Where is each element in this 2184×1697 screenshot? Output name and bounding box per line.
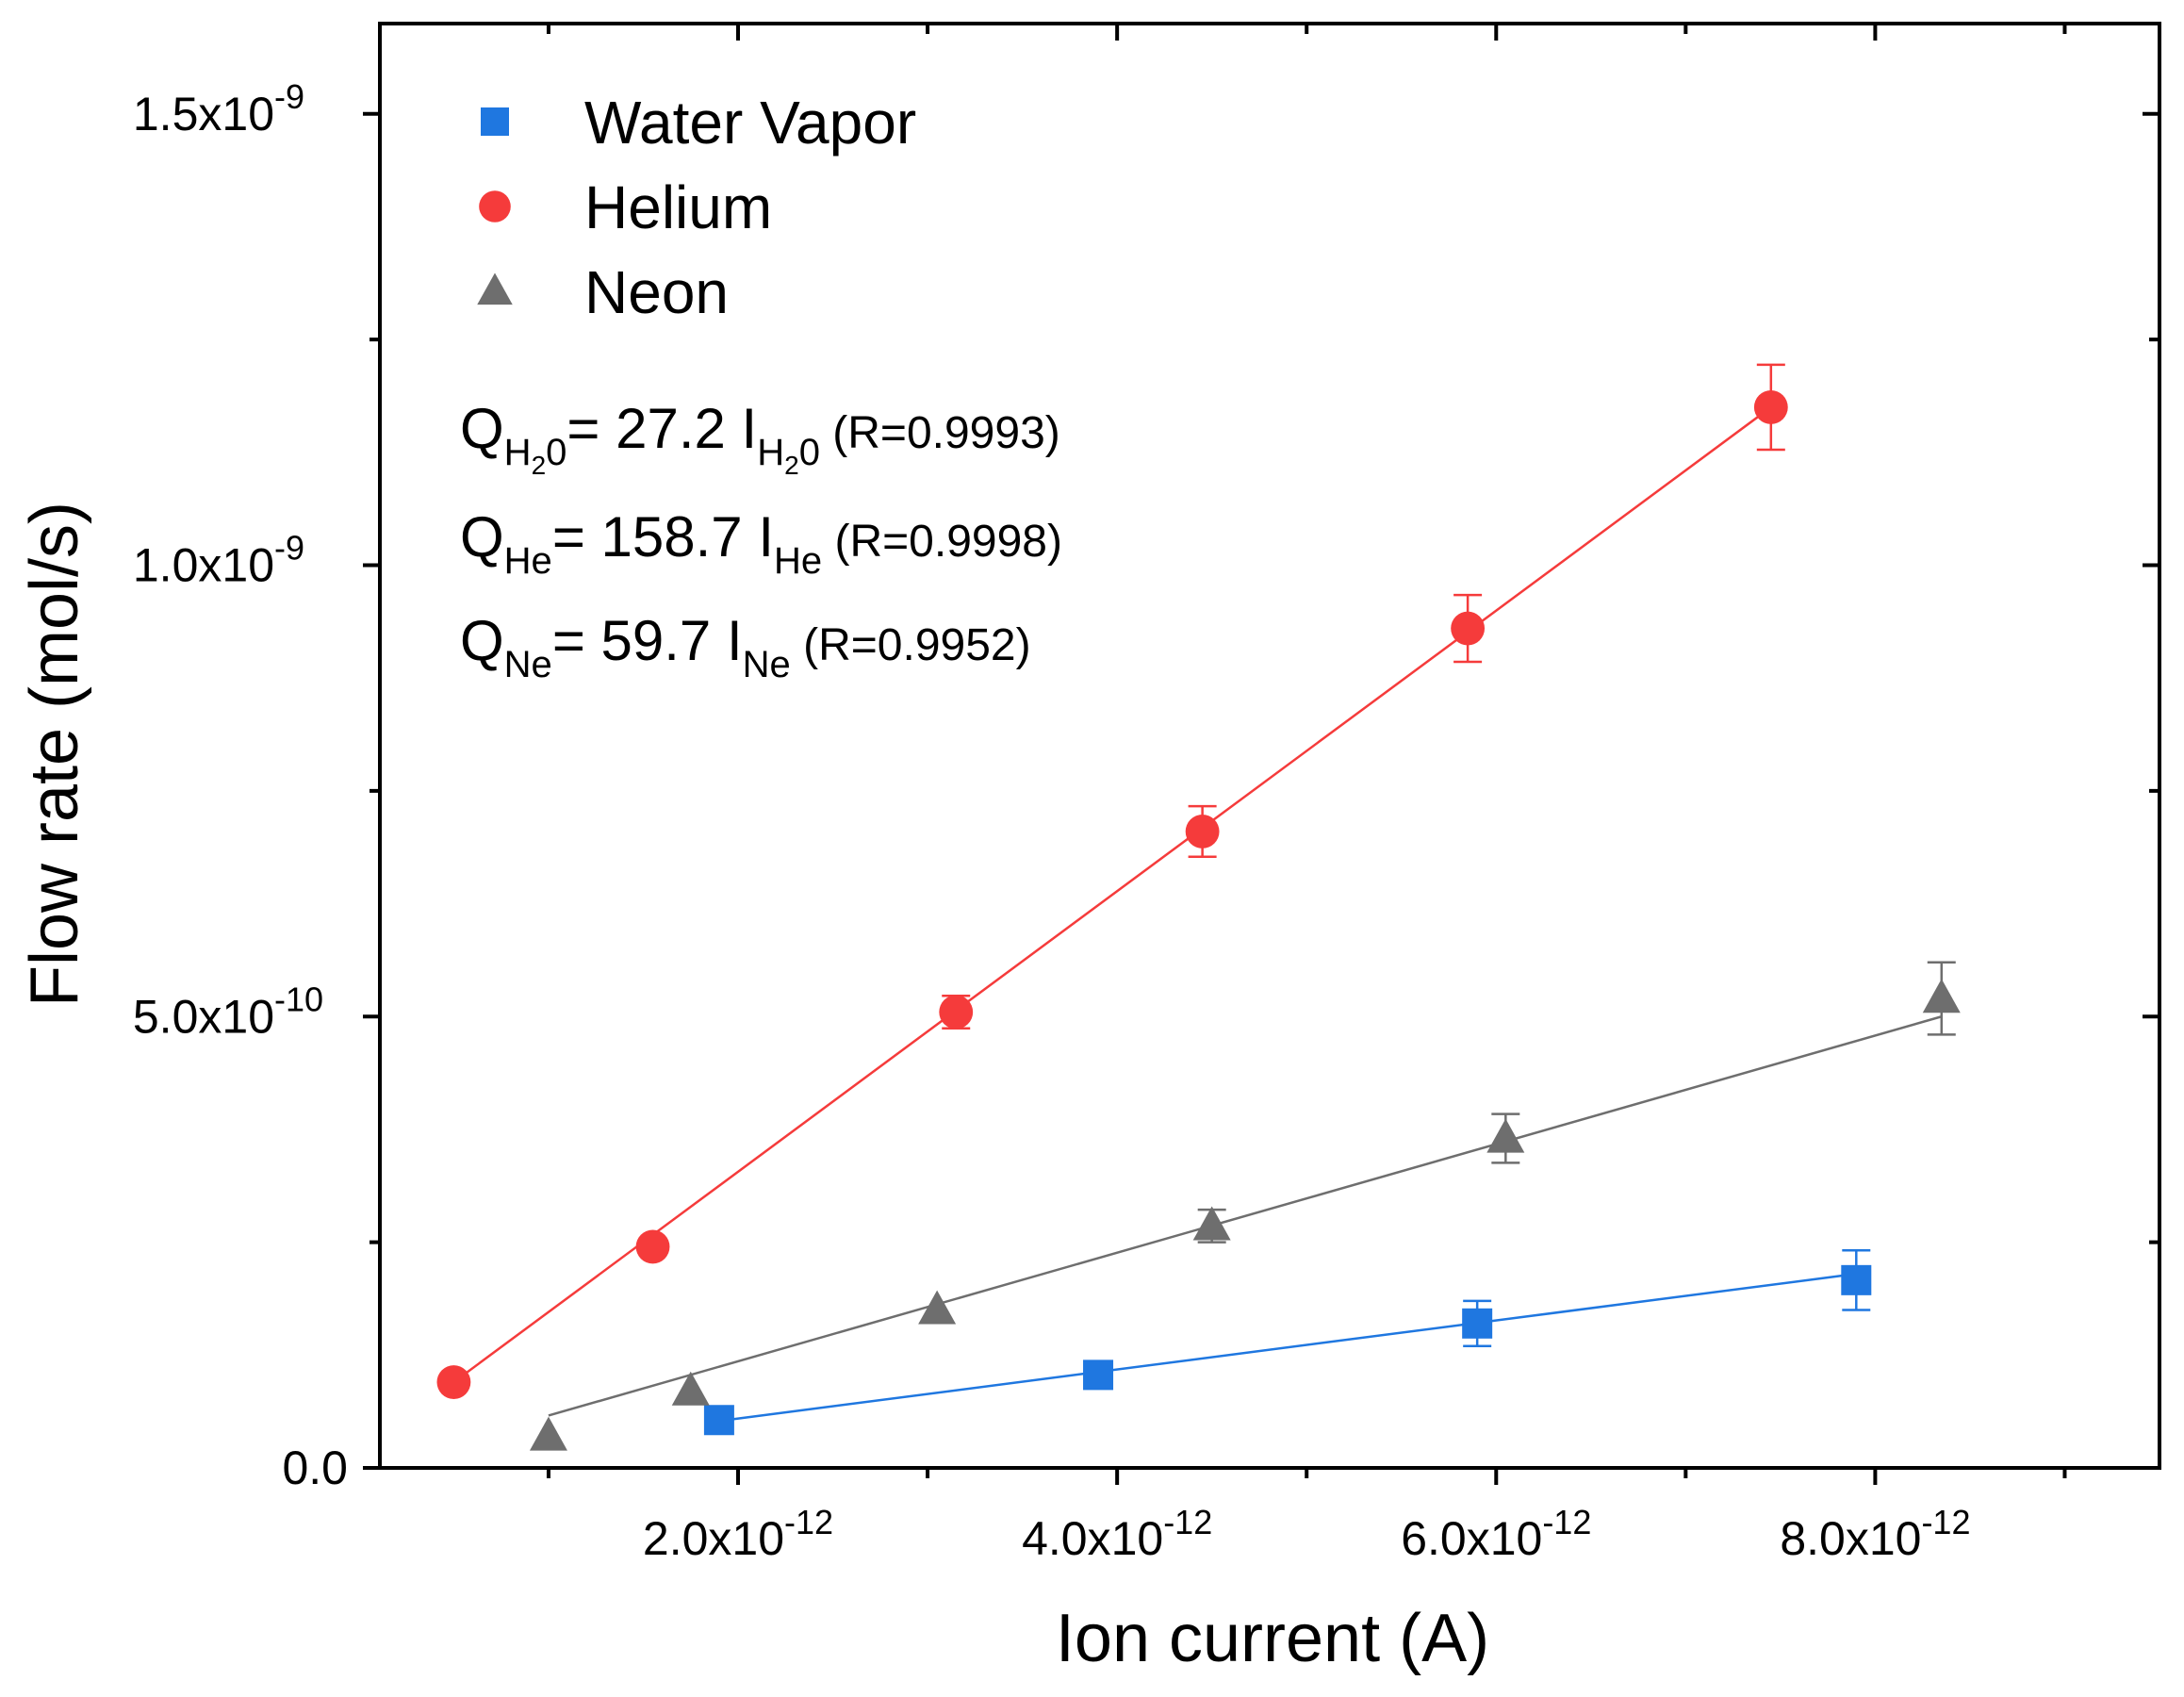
y-axis-title: Flow rate (mol/s): [17, 502, 92, 1007]
data-markers: [436, 390, 1961, 1451]
helium-point: [635, 1229, 670, 1264]
fit-lines: [452, 405, 1943, 1423]
equation-part: 0: [799, 432, 820, 473]
x-tick-label: 2.0x10-12: [643, 1503, 833, 1565]
equation-part: Q: [460, 397, 504, 460]
y-tick-exponent: -9: [274, 529, 304, 568]
fit-equation: QHe= 158.7 IHe (R=0.9998): [460, 505, 1062, 582]
legend-label-neon: Neon: [584, 258, 729, 326]
equation-part: (R=0.9998): [822, 517, 1062, 567]
neon-fit-line: [548, 1015, 1943, 1417]
y-tick-label: 5.0x10: [133, 990, 274, 1043]
equation-part: (R=0.9993): [820, 408, 1060, 458]
fit-equations: QH20= 27.2 IH20 (R=0.9993)QHe= 158.7 IHe…: [460, 397, 1062, 685]
legend-marker-helium: [479, 190, 511, 222]
axis-ticks: 2.0x10-12 4.0x10-12 6.0x10-12 8.0x10-12 0.0 5…: [133, 24, 2159, 1565]
equation-part: = 27.2 I: [567, 397, 757, 460]
water-vapor-point: [1841, 1264, 1872, 1295]
helium-point: [1753, 390, 1788, 424]
legend: Water Vapor Helium Neon: [477, 89, 916, 326]
plot-frame: [378, 22, 2161, 1470]
neon-point: [529, 1416, 567, 1451]
neon-point: [918, 1290, 957, 1325]
neon-point: [1922, 979, 1961, 1013]
helium-fit-line: [452, 405, 1772, 1384]
helium-point: [939, 995, 974, 1030]
helium-point: [436, 1365, 471, 1399]
equation-part: Q: [460, 609, 504, 672]
helium-point: [1451, 611, 1486, 646]
x-axis-title: Ion current (A): [1056, 1601, 1489, 1676]
neon-point: [671, 1371, 710, 1406]
equation-part: 0: [546, 432, 567, 473]
neon-point: [1486, 1118, 1525, 1153]
fit-equation: QNe= 59.7 INe (R=0.9952): [460, 609, 1031, 685]
equation-part: H: [504, 432, 532, 473]
equation-part: H: [757, 432, 784, 473]
equation-part: = 59.7 I: [552, 609, 743, 672]
helium-point: [1185, 815, 1220, 848]
equation-part: He: [504, 540, 552, 582]
water-vapor-point: [1083, 1359, 1114, 1391]
equation-part: Q: [460, 505, 504, 568]
error-bars: [942, 363, 1956, 1347]
y-tick-exponent: -9: [274, 77, 304, 116]
equation-part: 2: [784, 451, 799, 480]
plot-border: [378, 22, 2161, 1470]
equation-part: (R=0.9952): [791, 620, 1031, 670]
legend-label-helium: Helium: [584, 173, 772, 241]
water-vapor-point: [1462, 1308, 1493, 1339]
y-tick-label: 0.0: [282, 1442, 348, 1494]
neon-point: [1192, 1206, 1231, 1241]
legend-marker-neon: [477, 272, 513, 305]
x-tick-label: 8.0x10-12: [1780, 1503, 1970, 1565]
y-tick-exponent: -10: [274, 980, 323, 1018]
y-tick-label: 1.5x10: [133, 88, 274, 140]
equation-part: = 158.7 I: [552, 505, 774, 568]
x-tick-label: 6.0x10-12: [1401, 1503, 1591, 1565]
equation-part: Ne: [743, 644, 791, 685]
water-vapor-point: [703, 1405, 734, 1436]
equation-part: He: [774, 540, 822, 582]
x-tick-label: 4.0x10-12: [1022, 1503, 1212, 1565]
legend-label-water-vapor: Water Vapor: [584, 89, 916, 157]
y-tick-label: 1.0x10: [133, 539, 274, 592]
fit-equation: QH20= 27.2 IH20 (R=0.9993): [460, 397, 1060, 480]
water-vapor-fit-line: [718, 1272, 1857, 1423]
equation-part: 2: [532, 451, 547, 480]
equation-part: Ne: [504, 644, 552, 685]
legend-marker-water-vapor: [481, 107, 509, 136]
